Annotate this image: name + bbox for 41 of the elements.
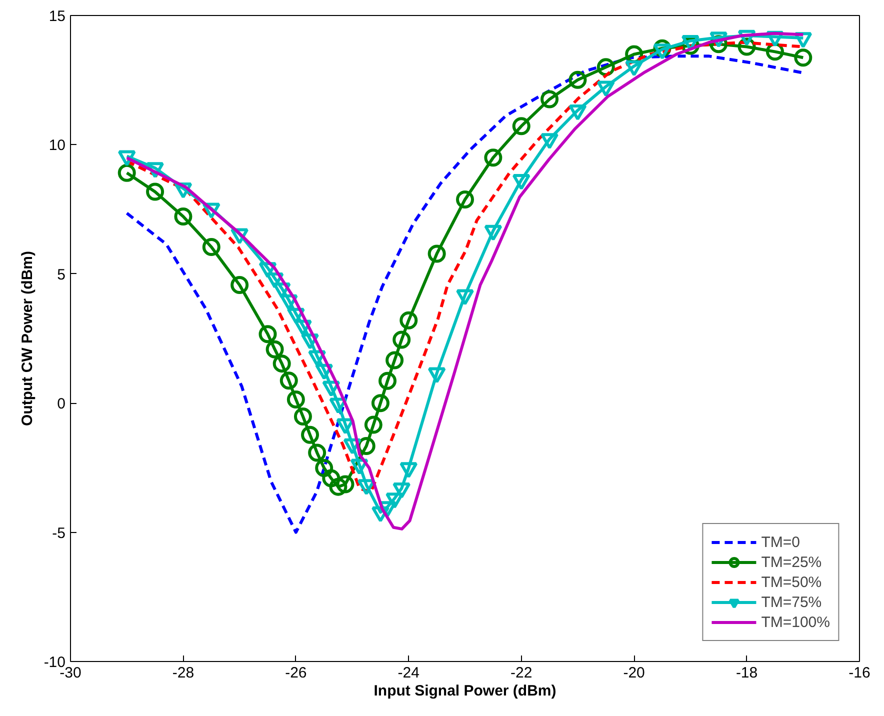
y-axis-title: Output CW Power (dBm) bbox=[18, 251, 36, 426]
point bbox=[794, 48, 812, 67]
point bbox=[568, 104, 587, 120]
point bbox=[386, 492, 404, 509]
y-tick-label: -5 bbox=[52, 524, 66, 542]
x-axis-title: Input Signal Power (dBm) bbox=[374, 682, 556, 700]
legend-label: TM=25% bbox=[761, 554, 822, 570]
point bbox=[456, 289, 474, 306]
y-tick-label: 0 bbox=[57, 396, 66, 413]
point bbox=[540, 133, 559, 150]
point bbox=[568, 70, 587, 89]
y-tick-label: 10 bbox=[48, 137, 66, 154]
x-tick-label: -18 bbox=[736, 664, 758, 682]
legend-label: TM=0 bbox=[761, 534, 800, 550]
point bbox=[512, 117, 530, 136]
x-tick-label: -24 bbox=[398, 664, 420, 682]
point bbox=[653, 44, 672, 60]
x-tick-label: -26 bbox=[285, 664, 307, 682]
point bbox=[202, 238, 220, 256]
point bbox=[512, 174, 530, 190]
point bbox=[625, 60, 644, 76]
x-tick-label: -28 bbox=[172, 664, 194, 682]
y-tick-label: -10 bbox=[44, 654, 66, 671]
y-tick-label: 5 bbox=[57, 266, 66, 284]
legend-label: TM=50% bbox=[761, 574, 822, 590]
point bbox=[400, 462, 418, 478]
point bbox=[484, 148, 502, 167]
point bbox=[118, 150, 136, 166]
legend-label: TM=100% bbox=[761, 614, 830, 630]
x-tick-label: -22 bbox=[510, 664, 532, 682]
point bbox=[596, 80, 615, 97]
point bbox=[146, 182, 164, 201]
y-tick-label: 15 bbox=[48, 8, 66, 25]
point bbox=[484, 224, 502, 241]
point bbox=[174, 208, 192, 226]
x-tick-label: -16 bbox=[848, 664, 870, 682]
point bbox=[540, 90, 559, 108]
x-tick-label: -20 bbox=[623, 664, 645, 682]
point bbox=[392, 482, 411, 499]
point bbox=[428, 367, 446, 384]
legend-label: TM=75% bbox=[761, 594, 822, 610]
